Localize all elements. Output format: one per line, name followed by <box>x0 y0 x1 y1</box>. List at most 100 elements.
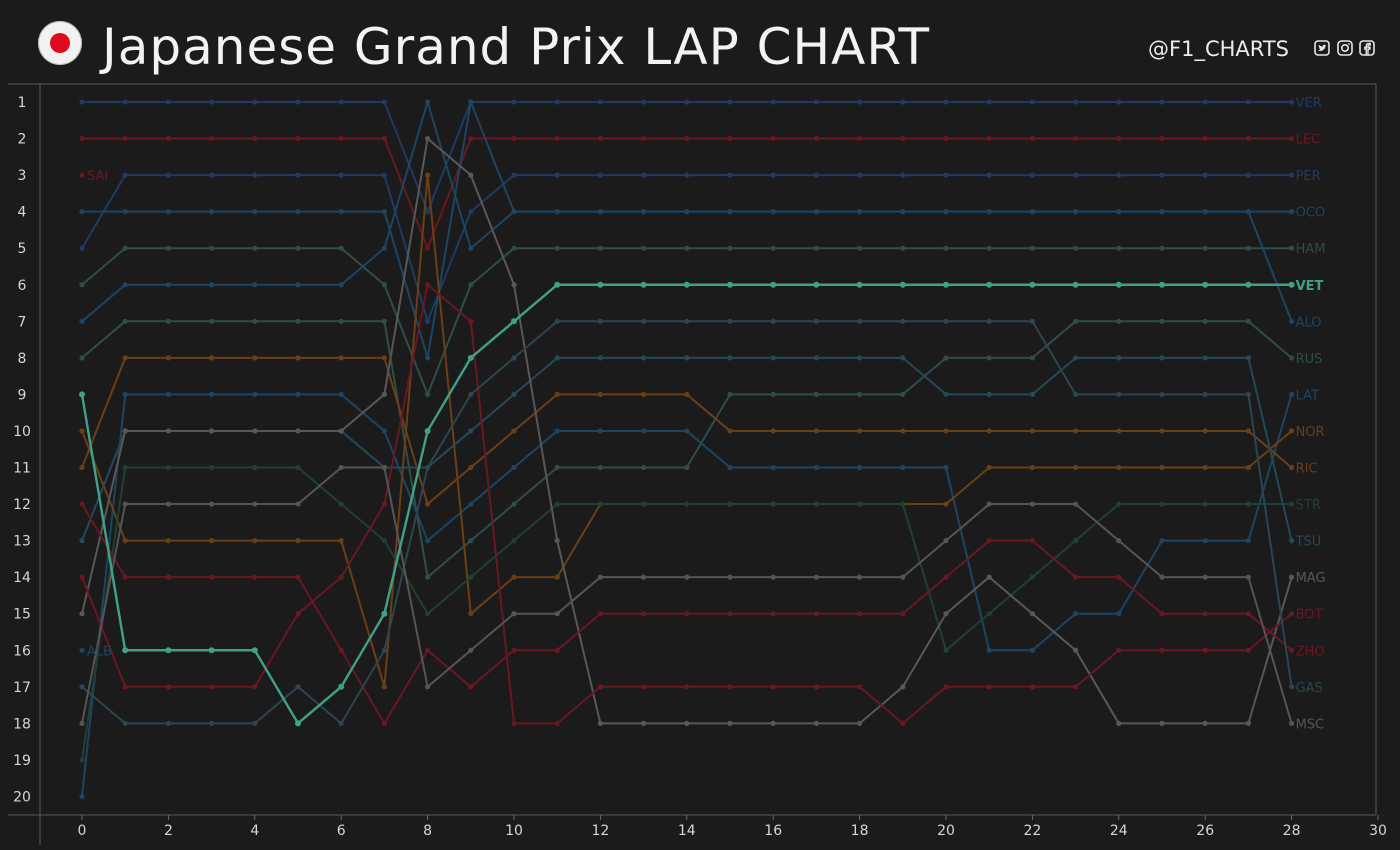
data-point-per <box>900 172 906 178</box>
data-point-gas <box>641 318 647 324</box>
data-point-str <box>511 538 517 544</box>
data-point-vet <box>727 281 733 288</box>
series-label-mag: MAG <box>1296 571 1326 586</box>
data-point-lat <box>79 793 85 800</box>
data-point-ric <box>1245 428 1251 434</box>
data-point-per <box>165 172 171 178</box>
x-tick-label: 4 <box>250 823 259 839</box>
data-point-vet <box>1245 281 1252 288</box>
data-point-lat <box>252 391 258 397</box>
data-point-str <box>381 538 387 544</box>
data-point-per <box>641 172 647 178</box>
data-point-bot <box>295 611 301 617</box>
data-point-lat <box>1029 647 1035 653</box>
data-point-mag <box>597 720 604 726</box>
data-point-alo <box>641 209 647 215</box>
data-point-vet <box>381 610 388 617</box>
data-point-ham <box>295 245 301 251</box>
data-point-lat <box>338 391 344 397</box>
data-point-lat <box>1116 611 1122 617</box>
data-point-lat <box>597 428 604 434</box>
x-tick-label: 28 <box>1283 823 1301 839</box>
data-point-str <box>468 574 474 580</box>
data-point-bot <box>1245 647 1251 653</box>
data-point-rus <box>511 501 517 507</box>
data-point-alo <box>900 209 906 215</box>
data-point-nor <box>1245 464 1251 471</box>
data-point-msc <box>1116 538 1122 544</box>
data-point-ham <box>1029 245 1035 251</box>
data-point-ham <box>684 245 690 251</box>
data-point-alo <box>425 99 431 105</box>
data-point-per <box>381 172 387 178</box>
data-point-bot <box>943 684 949 690</box>
data-point-bot <box>813 684 820 690</box>
y-tick-label: 16 <box>13 643 31 659</box>
twitter-icon <box>1314 40 1330 56</box>
data-point-mag <box>122 428 128 434</box>
series-label-rus: RUS <box>1296 352 1323 367</box>
data-point-msc <box>1159 574 1165 580</box>
data-point-lec <box>209 135 215 142</box>
data-point-tsu <box>1245 355 1251 361</box>
flag-sun <box>50 33 70 53</box>
data-point-tsu <box>727 355 733 361</box>
data-point-lat <box>900 464 906 471</box>
data-point-lec <box>943 135 949 142</box>
data-point-msc <box>727 574 733 580</box>
data-point-rus <box>1202 318 1208 324</box>
data-point-oco <box>425 355 431 361</box>
data-point-ver <box>1245 99 1251 105</box>
data-point-vet <box>511 318 517 325</box>
data-point-msc <box>468 647 474 653</box>
data-point-lec <box>122 135 128 142</box>
y-tick-label: 14 <box>13 570 31 586</box>
data-point-alo <box>1029 209 1035 215</box>
data-point-bot <box>79 574 85 580</box>
data-point-ver <box>900 99 906 105</box>
data-point-str <box>1029 574 1035 580</box>
data-point-gas <box>295 684 301 690</box>
data-point-ver <box>813 99 820 105</box>
data-point-str <box>1289 501 1295 507</box>
data-point-lat <box>468 501 474 507</box>
data-point-bot <box>1202 647 1208 653</box>
data-point-bot <box>641 684 647 690</box>
x-tick-label: 24 <box>1110 823 1128 839</box>
data-point-msc <box>338 464 344 471</box>
data-point-zho <box>986 538 992 544</box>
data-point-zho <box>381 720 387 726</box>
data-point-mag <box>209 428 215 434</box>
data-point-gas <box>1202 391 1208 397</box>
data-point-gas <box>338 720 344 726</box>
data-point-nor <box>1202 464 1208 471</box>
data-point-msc <box>813 574 820 580</box>
data-point-lec <box>641 135 647 142</box>
data-point-lat <box>425 538 431 544</box>
data-point-ham <box>122 245 128 251</box>
y-tick-label: 1 <box>18 95 27 111</box>
data-point-per <box>425 318 431 324</box>
data-point-vet <box>1072 281 1079 288</box>
data-point-ham <box>900 245 906 251</box>
series-line-ver <box>82 101 1292 213</box>
data-point-lat <box>943 464 949 471</box>
data-point-sai <box>79 172 85 178</box>
data-point-lec <box>1245 135 1251 142</box>
data-point-ver <box>425 209 431 215</box>
chart-header: Japanese Grand Prix LAP CHART @F1_CHARTS <box>0 0 1400 86</box>
data-point-msc <box>295 501 301 507</box>
data-point-lec <box>425 245 431 251</box>
data-point-oco <box>338 209 344 215</box>
data-point-ric <box>79 464 85 471</box>
data-point-zho <box>727 611 733 617</box>
data-point-ver <box>641 99 647 105</box>
data-point-per <box>468 209 474 215</box>
data-point-nor <box>511 574 517 580</box>
data-point-lec <box>252 135 258 142</box>
data-point-mag <box>1159 720 1165 726</box>
data-point-lat <box>1289 391 1295 397</box>
data-point-gas <box>381 647 387 653</box>
data-point-ver <box>1116 99 1122 105</box>
data-point-ver <box>857 99 863 105</box>
